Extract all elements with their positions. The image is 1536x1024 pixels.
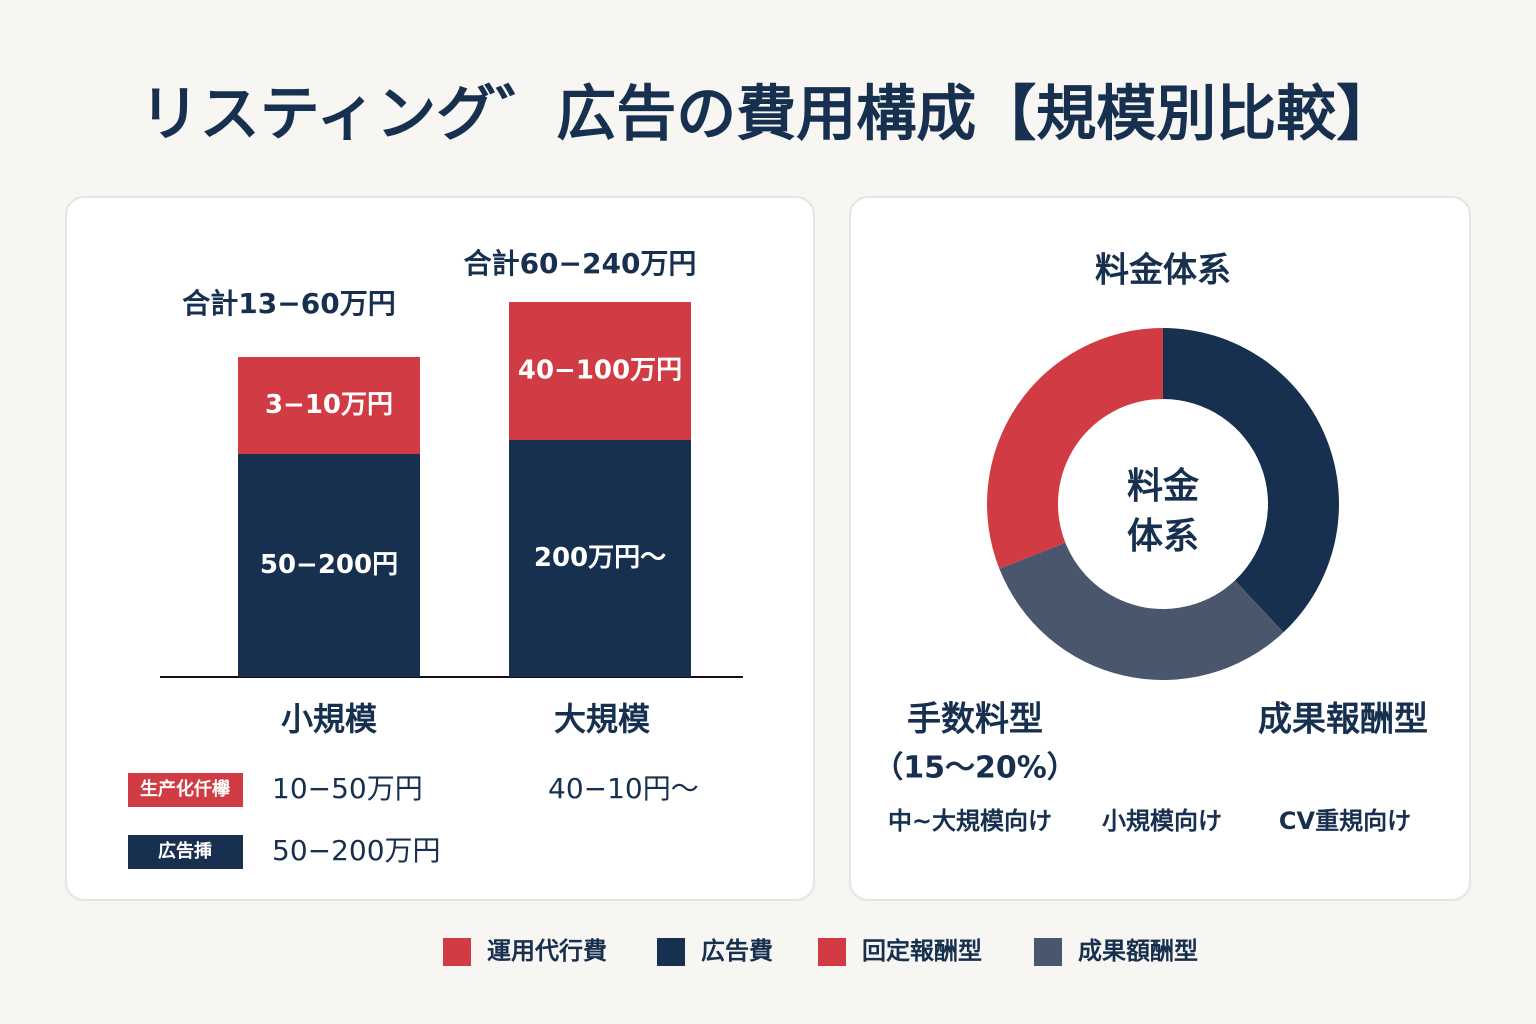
legend-swatch <box>443 938 471 966</box>
legend-swatch <box>657 938 685 966</box>
donut-slice <box>999 542 1284 681</box>
legend-label: 運用代行費 <box>487 937 607 965</box>
segment-label: 200万円～ <box>534 543 666 573</box>
donut-slice <box>987 328 1163 569</box>
slice-label: 手数料型 <box>907 700 1043 740</box>
table-label-box <box>128 773 243 807</box>
table-label: 広告挿 <box>158 840 212 862</box>
slice-label: 成果報酬型 <box>1258 700 1428 740</box>
x-tick-label: 小規模 <box>281 700 377 738</box>
segment-label: 50−200円 <box>260 550 398 580</box>
total-label: 合計13−60万円 <box>182 287 395 320</box>
slice-note: 中~大規模向け <box>888 807 1052 835</box>
table-cell: 40−10円～ <box>548 772 699 805</box>
bar-segment <box>238 454 420 677</box>
page-title: リスティング゛広告の費用構成【規模別比較】 <box>140 80 1396 150</box>
donut-title: 料金体系 <box>1095 251 1231 291</box>
bar-segment <box>509 440 691 677</box>
slice-label: （15～20%） <box>873 751 1077 786</box>
donut-slice <box>1163 328 1340 633</box>
legend-label: 成果額酬型 <box>1078 937 1198 965</box>
table-label: 生产化仟欅 <box>140 778 231 800</box>
legend-swatch <box>1034 938 1062 966</box>
donut-panel <box>849 196 1471 901</box>
legend-swatch <box>818 938 846 966</box>
segment-label: 3−10万円 <box>265 390 393 420</box>
table-cell: 50−200万円 <box>272 834 441 867</box>
bar-segment <box>238 357 420 454</box>
segment-label: 40−100万円 <box>518 356 682 386</box>
slice-note: 小規模向け <box>1102 807 1222 835</box>
table-label-box <box>128 835 243 869</box>
donut-center-label: 料金 <box>1127 465 1200 507</box>
legend-label: 広告費 <box>701 937 773 965</box>
legend-label: 回定報酬型 <box>862 937 982 965</box>
slice-note: CV重規向け <box>1279 807 1411 835</box>
x-tick-label: 大規模 <box>554 700 650 738</box>
bar-segment <box>509 302 691 440</box>
table-cell: 10−50万円 <box>272 772 423 805</box>
donut-center-label: 体系 <box>1127 516 1199 557</box>
total-label: 合計60−240万円 <box>464 247 697 280</box>
